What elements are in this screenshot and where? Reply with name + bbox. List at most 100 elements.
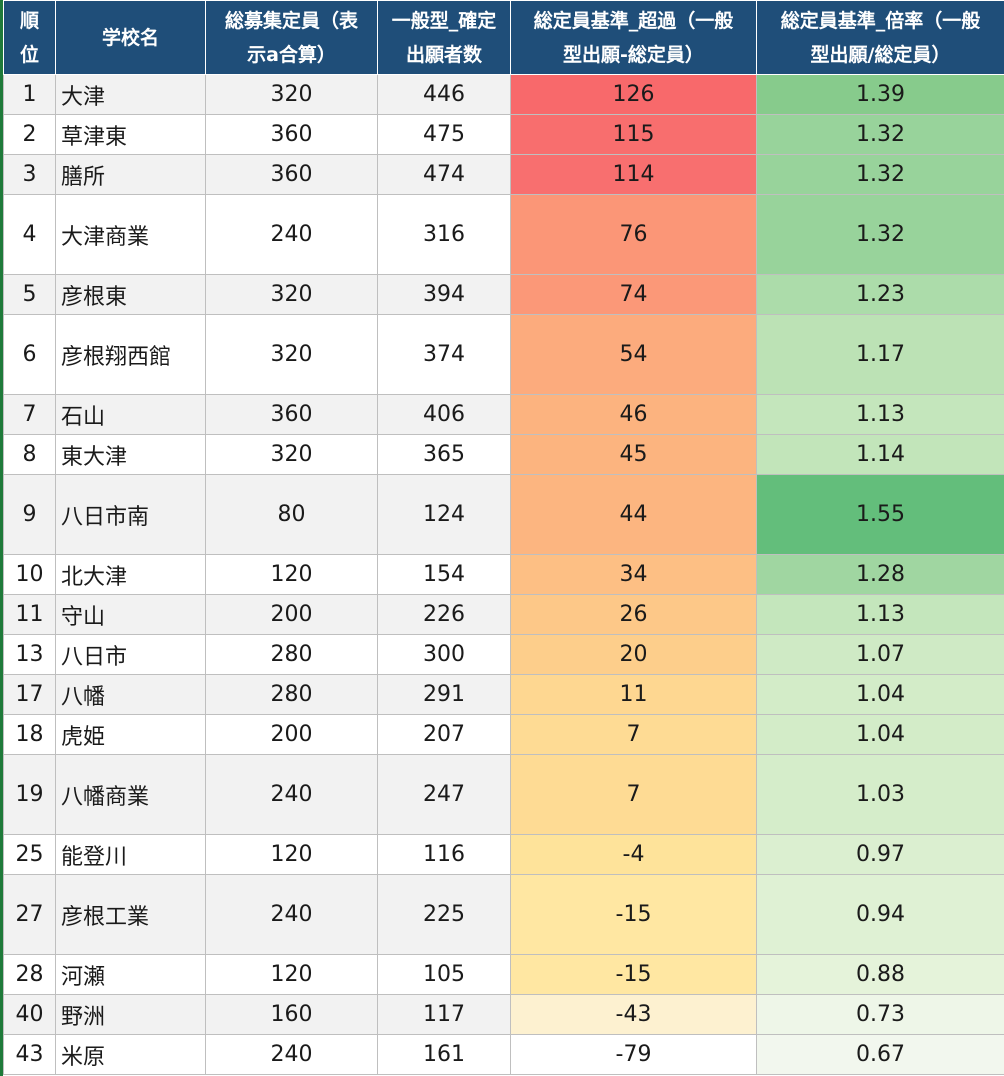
cell-capacity[interactable]: 280 (205, 674, 378, 715)
cell-rank[interactable]: 2 (3, 114, 56, 155)
cell-applicants[interactable]: 154 (377, 554, 511, 595)
cell-excess[interactable]: -15 (510, 954, 757, 995)
cell-capacity[interactable]: 360 (205, 394, 378, 435)
table-row[interactable]: 25 能登川 120 116 -4 0.97 (3, 834, 1004, 875)
cell-applicants[interactable]: 116 (377, 834, 511, 875)
cell-ratio[interactable]: 0.88 (756, 954, 1004, 995)
cell-capacity[interactable]: 240 (205, 1034, 378, 1075)
header-capacity[interactable]: 総募集定員（表 示a合算） (205, 0, 378, 75)
cell-school[interactable]: 大津 (55, 74, 206, 115)
cell-school[interactable]: 膳所 (55, 154, 206, 195)
cell-ratio[interactable]: 1.03 (756, 754, 1004, 835)
cell-capacity[interactable]: 240 (205, 194, 378, 275)
cell-rank[interactable]: 6 (3, 314, 56, 395)
cell-ratio[interactable]: 1.23 (756, 274, 1004, 315)
cell-excess[interactable]: 34 (510, 554, 757, 595)
cell-rank[interactable]: 19 (3, 754, 56, 835)
header-rank[interactable]: 順 位 (3, 0, 56, 75)
cell-applicants[interactable]: 365 (377, 434, 511, 475)
table-row[interactable]: 13 八日市 280 300 20 1.07 (3, 634, 1004, 675)
cell-school[interactable]: 八日市 (55, 634, 206, 675)
cell-rank[interactable]: 40 (3, 994, 56, 1035)
cell-applicants[interactable]: 394 (377, 274, 511, 315)
cell-applicants[interactable]: 207 (377, 714, 511, 755)
cell-capacity[interactable]: 240 (205, 754, 378, 835)
cell-applicants[interactable]: 124 (377, 474, 511, 555)
cell-rank[interactable]: 25 (3, 834, 56, 875)
cell-excess[interactable]: 76 (510, 194, 757, 275)
cell-rank[interactable]: 1 (3, 74, 56, 115)
header-excess[interactable]: 総定員基準_超過（一般 型出願-総定員） (510, 0, 757, 75)
cell-applicants[interactable]: 225 (377, 874, 511, 955)
cell-capacity[interactable]: 320 (205, 274, 378, 315)
cell-ratio[interactable]: 1.32 (756, 114, 1004, 155)
cell-school[interactable]: 大津商業 (55, 194, 206, 275)
cell-school[interactable]: 虎姫 (55, 714, 206, 755)
cell-applicants[interactable]: 247 (377, 754, 511, 835)
cell-ratio[interactable]: 0.94 (756, 874, 1004, 955)
cell-school[interactable]: 北大津 (55, 554, 206, 595)
cell-excess[interactable]: -15 (510, 874, 757, 955)
table-row[interactable]: 2 草津東 360 475 115 1.32 (3, 114, 1004, 155)
table-row[interactable]: 3 膳所 360 474 114 1.32 (3, 154, 1004, 195)
header-school[interactable]: 学校名 (55, 0, 206, 75)
cell-excess[interactable]: -43 (510, 994, 757, 1035)
cell-capacity[interactable]: 360 (205, 154, 378, 195)
cell-rank[interactable]: 8 (3, 434, 56, 475)
cell-rank[interactable]: 4 (3, 194, 56, 275)
header-ratio[interactable]: 総定員基準_倍率（一般 型出願/総定員） (756, 0, 1004, 75)
cell-ratio[interactable]: 1.04 (756, 714, 1004, 755)
cell-rank[interactable]: 7 (3, 394, 56, 435)
cell-capacity[interactable]: 320 (205, 74, 378, 115)
cell-applicants[interactable]: 291 (377, 674, 511, 715)
cell-capacity[interactable]: 200 (205, 714, 378, 755)
table-row[interactable]: 5 彦根東 320 394 74 1.23 (3, 274, 1004, 315)
cell-capacity[interactable]: 160 (205, 994, 378, 1035)
cell-school[interactable]: 石山 (55, 394, 206, 435)
cell-rank[interactable]: 11 (3, 594, 56, 635)
cell-applicants[interactable]: 226 (377, 594, 511, 635)
cell-applicants[interactable]: 446 (377, 74, 511, 115)
header-applicants[interactable]: 一般型_確定 出願者数 (377, 0, 511, 75)
cell-school[interactable]: 米原 (55, 1034, 206, 1075)
cell-capacity[interactable]: 240 (205, 874, 378, 955)
cell-excess[interactable]: 126 (510, 74, 757, 115)
cell-applicants[interactable]: 300 (377, 634, 511, 675)
cell-school[interactable]: 草津東 (55, 114, 206, 155)
cell-rank[interactable]: 28 (3, 954, 56, 995)
cell-school[interactable]: 八日市南 (55, 474, 206, 555)
cell-capacity[interactable]: 320 (205, 434, 378, 475)
cell-capacity[interactable]: 360 (205, 114, 378, 155)
cell-capacity[interactable]: 80 (205, 474, 378, 555)
cell-rank[interactable]: 10 (3, 554, 56, 595)
cell-ratio[interactable]: 1.07 (756, 634, 1004, 675)
cell-applicants[interactable]: 406 (377, 394, 511, 435)
table-row[interactable]: 17 八幡 280 291 11 1.04 (3, 674, 1004, 715)
cell-excess[interactable]: -79 (510, 1034, 757, 1075)
table-row[interactable]: 4 大津商業 240 316 76 1.32 (3, 194, 1004, 275)
table-row[interactable]: 7 石山 360 406 46 1.13 (3, 394, 1004, 435)
cell-ratio[interactable]: 1.17 (756, 314, 1004, 395)
cell-ratio[interactable]: 1.32 (756, 154, 1004, 195)
cell-rank[interactable]: 18 (3, 714, 56, 755)
cell-school[interactable]: 河瀬 (55, 954, 206, 995)
cell-excess[interactable]: 114 (510, 154, 757, 195)
cell-excess[interactable]: 54 (510, 314, 757, 395)
cell-excess[interactable]: 20 (510, 634, 757, 675)
cell-applicants[interactable]: 474 (377, 154, 511, 195)
cell-ratio[interactable]: 1.39 (756, 74, 1004, 115)
cell-rank[interactable]: 5 (3, 274, 56, 315)
cell-rank[interactable]: 43 (3, 1034, 56, 1075)
cell-rank[interactable]: 17 (3, 674, 56, 715)
cell-ratio[interactable]: 0.67 (756, 1034, 1004, 1075)
cell-capacity[interactable]: 120 (205, 834, 378, 875)
cell-ratio[interactable]: 1.13 (756, 394, 1004, 435)
cell-applicants[interactable]: 117 (377, 994, 511, 1035)
cell-school[interactable]: 東大津 (55, 434, 206, 475)
cell-ratio[interactable]: 0.97 (756, 834, 1004, 875)
cell-applicants[interactable]: 374 (377, 314, 511, 395)
cell-excess[interactable]: -4 (510, 834, 757, 875)
table-row[interactable]: 6 彦根翔西館 320 374 54 1.17 (3, 314, 1004, 395)
cell-excess[interactable]: 45 (510, 434, 757, 475)
cell-ratio[interactable]: 1.55 (756, 474, 1004, 555)
